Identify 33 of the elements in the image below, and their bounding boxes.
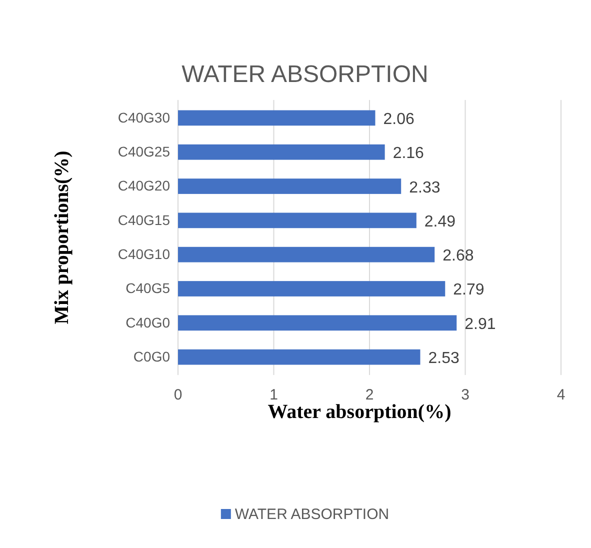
x-tick-label: 4 (556, 386, 566, 404)
bar (178, 349, 420, 365)
data-label: 2.06 (383, 110, 414, 128)
bar (178, 281, 446, 296)
y-tick-label: C40G0 (126, 314, 170, 330)
y-axis-title: Mix proportions(%) (51, 150, 73, 324)
data-label: 2.53 (428, 350, 460, 368)
bar (178, 110, 376, 126)
x-tick-label: 1 (270, 386, 278, 404)
y-tick-label: C40G20 (118, 178, 170, 194)
x-tick-label: 3 (461, 386, 470, 404)
data-label: 2.68 (442, 248, 474, 265)
bar (178, 315, 457, 331)
chart-title: WATER ABSORPTION (182, 61, 428, 88)
y-tick-label: C40G25 (118, 144, 170, 160)
x-axis-title: Water absorption(%) (268, 401, 452, 423)
data-label: 2.33 (409, 179, 440, 196)
y-tick-label: C40G15 (118, 212, 170, 228)
y-tick-label: C40G5 (126, 280, 170, 296)
y-tick-label: C40G10 (118, 246, 170, 262)
data-label: 2.49 (424, 213, 456, 230)
data-label: 2.79 (453, 282, 484, 299)
x-tick-label: 2 (365, 386, 374, 404)
bar (178, 246, 435, 262)
bar (178, 178, 402, 194)
bar (178, 144, 385, 160)
y-tick-label: C40G30 (118, 109, 170, 126)
bar (178, 212, 416, 228)
y-tick-label: C0G0 (133, 348, 170, 365)
x-tick-label: 0 (174, 386, 182, 404)
data-label: 2.91 (464, 316, 496, 333)
data-label: 2.16 (392, 145, 424, 162)
legend-label: WATER ABSORPTION (234, 506, 390, 523)
